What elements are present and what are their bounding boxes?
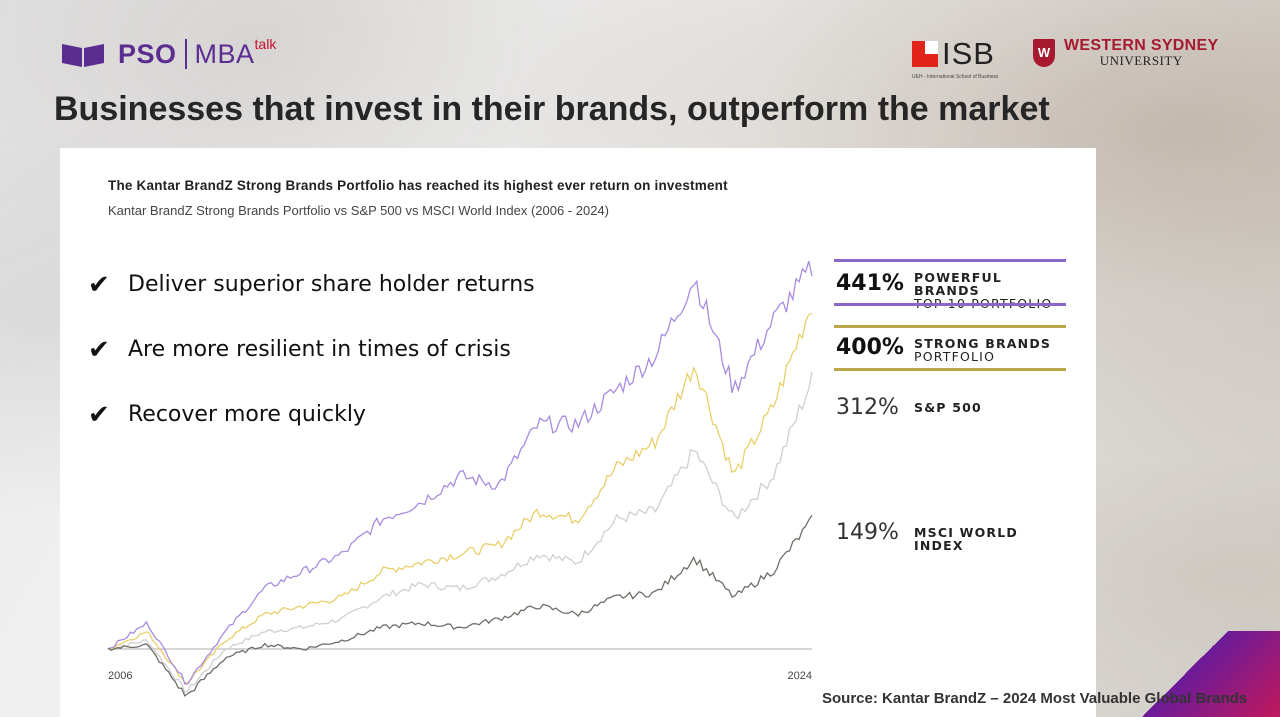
checkmark-icon: ✔ xyxy=(88,334,110,365)
pso-mbatalk-logo: PSO MBA talk xyxy=(60,34,276,74)
wsu-name-line2: UNIVERSITY xyxy=(1099,53,1183,68)
isb-mark-icon xyxy=(912,41,938,67)
line-chart: 2006 2024 xyxy=(107,260,813,697)
legend-rule-strong xyxy=(834,325,1066,328)
bullet-item: ✔ Are more resilient in times of crisis xyxy=(88,317,535,382)
bullet-list: ✔ Deliver superior share holder returns … xyxy=(88,252,535,447)
legend-label-line1: POWERFUL BRANDS xyxy=(914,270,1002,298)
legend-label-msci: MSCI WORLD INDEX xyxy=(914,525,1018,553)
slide-title: Businesses that invest in their brands, … xyxy=(54,90,1050,128)
series-line-powerful xyxy=(107,260,813,685)
isb-logo: ISB UEH - International School of Busine… xyxy=(912,36,998,80)
logo-mba-text: MBA xyxy=(194,38,255,69)
series-line-sp xyxy=(107,371,813,694)
logo-pso-text: PSO xyxy=(118,38,177,69)
bullet-text: Recover more quickly xyxy=(128,402,366,427)
isb-subtitle: UEH - International School of Business xyxy=(912,74,999,80)
legend-label-strong: STRONG BRANDS PORTFOLIO xyxy=(914,337,1051,363)
legend-rule-strong-bottom xyxy=(834,368,1066,371)
legend-label-line1: STRONG BRANDS xyxy=(914,336,1052,351)
chart-subtitle: Kantar BrandZ Strong Brands Portfolio vs… xyxy=(108,203,609,218)
wsu-logo: W WESTERN SYDNEY UNIVERSITY xyxy=(1033,38,1218,67)
x-tick-label: 2006 xyxy=(108,670,132,682)
bullet-item: ✔ Deliver superior share holder returns xyxy=(88,252,535,317)
decorative-corner xyxy=(1090,631,1280,717)
book-icon xyxy=(62,44,104,67)
logo-divider xyxy=(184,39,187,69)
bullet-text: Are more resilient in times of crisis xyxy=(128,337,511,362)
legend-rule-powerful xyxy=(834,259,1066,262)
wsu-shield-icon: W xyxy=(1033,38,1055,67)
source-note: Source: Kantar BrandZ – 2024 Most Valuab… xyxy=(822,690,1248,707)
checkmark-icon: ✔ xyxy=(88,269,110,300)
bullet-text: Deliver superior share holder returns xyxy=(128,272,535,297)
legend-pct-sp: 312% xyxy=(836,395,899,420)
series-line-msci xyxy=(107,514,813,697)
chart-title: The Kantar BrandZ Strong Brands Portfoli… xyxy=(108,178,728,193)
legend-pct-strong: 400% xyxy=(836,335,904,360)
legend-pct-powerful: 441% xyxy=(836,271,904,296)
chart-panel: 2006 2024 The Kantar BrandZ Strong Brands… xyxy=(60,148,1096,717)
bullet-item: ✔ Recover more quickly xyxy=(88,382,535,447)
checkmark-icon: ✔ xyxy=(88,399,110,430)
wsu-name-line1: WESTERN SYDNEY xyxy=(1064,37,1219,54)
legend-pct-msci: 149% xyxy=(836,520,899,545)
legend-label-line2: PORTFOLIO xyxy=(914,349,996,364)
legend-label-sp: S&P 500 xyxy=(914,400,982,415)
series-line-strong xyxy=(107,312,813,684)
isb-text: ISB xyxy=(942,36,995,71)
legend-rule-powerful-bottom xyxy=(834,303,1066,306)
x-tick-label: 2024 xyxy=(788,670,812,682)
logo-talk-text: talk xyxy=(254,36,277,52)
